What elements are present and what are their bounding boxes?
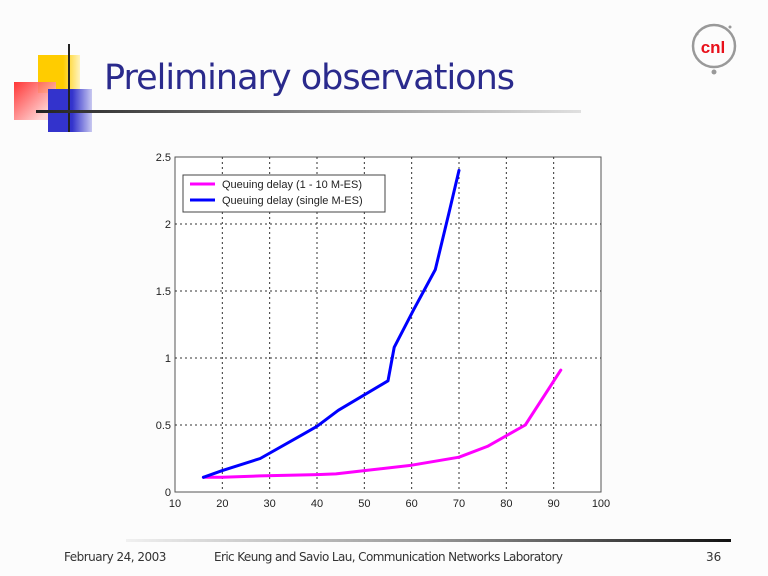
legend-box: [182, 174, 386, 213]
footer-credit: Eric Keung and Savio Lau, Communication …: [214, 550, 563, 564]
y-tick-label: 1.5: [156, 286, 171, 298]
x-tick-label: 20: [216, 498, 228, 510]
x-tick-label: 80: [500, 498, 512, 510]
plot-area: [174, 156, 602, 493]
x-tick-label: 50: [358, 498, 370, 510]
x-tick-label: 100: [592, 498, 610, 510]
legend-label-multi: Queuing delay (1 - 10 M-ES): [222, 179, 362, 191]
y-tick-label: 2.5: [156, 152, 171, 164]
logo-text: cnl: [701, 38, 726, 57]
cnl-logo: cnl: [691, 23, 737, 75]
title-underline: [36, 110, 581, 113]
page-number: 36: [706, 550, 722, 564]
vertical-rule: [68, 44, 70, 132]
slide-title: Preliminary observations: [104, 58, 515, 98]
x-tick-label: 30: [264, 498, 276, 510]
legend-label-single: Queuing delay (single M-ES): [222, 195, 363, 207]
axis-ticks: 10 20 30 40 50 60 70 80 90 100 0 0.5 1 1.5 2 2.5: [156, 152, 610, 510]
y-tick-label: 0.5: [156, 420, 171, 432]
grid-lines: [175, 157, 601, 492]
x-tick-label: 40: [311, 498, 323, 510]
x-tick-label: 90: [548, 498, 560, 510]
y-tick-label: 0: [165, 487, 171, 499]
series-line-1: [201, 168, 461, 479]
y-tick-label: 2: [165, 219, 171, 231]
x-tick-label: 60: [406, 498, 418, 510]
series-lines: [201, 168, 563, 479]
x-tick-label: 70: [453, 498, 465, 510]
legend: Queuing delay (1 - 10 M-ES) Queuing dela…: [182, 174, 386, 213]
footer-rule: [126, 539, 731, 542]
footer-date: February 24, 2003: [64, 550, 166, 564]
y-tick-label: 1: [165, 353, 171, 365]
x-tick-label: 10: [169, 498, 181, 510]
